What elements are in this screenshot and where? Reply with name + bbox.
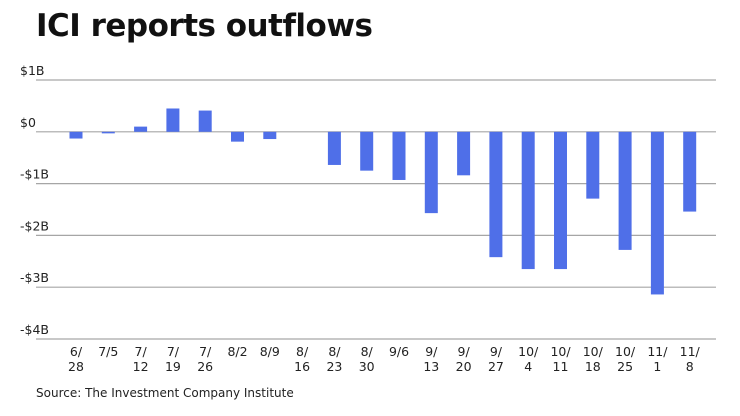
bar xyxy=(69,131,83,139)
x-tick-label: 9/6 xyxy=(389,344,409,359)
bar xyxy=(586,131,600,199)
bar xyxy=(618,131,632,250)
x-tick-label: 12 xyxy=(133,359,149,374)
x-tick-label: 8/ xyxy=(328,344,341,359)
x-tick-label: 11 xyxy=(553,359,569,374)
x-tick-label: 19 xyxy=(165,359,181,374)
y-tick-label: $1B xyxy=(20,63,44,78)
bar xyxy=(683,131,697,212)
bar xyxy=(392,131,406,180)
x-tick-label: 7/ xyxy=(199,344,212,359)
x-tick-label: 11/ xyxy=(680,344,701,359)
x-tick-label: 9/ xyxy=(458,344,471,359)
y-tick-label: -$1B xyxy=(20,167,49,182)
x-tick-label: 10/ xyxy=(518,344,539,359)
bar xyxy=(424,131,438,214)
x-tick-label: 16 xyxy=(294,359,310,374)
bar xyxy=(521,131,535,270)
x-tick-label: 25 xyxy=(617,359,633,374)
x-tick-label: 8/9 xyxy=(260,344,280,359)
x-tick-label: 8/ xyxy=(296,344,309,359)
x-tick-label: 26 xyxy=(197,359,213,374)
x-tick-label: 30 xyxy=(359,359,375,374)
x-axis-labels: 6/287/5 7/127/197/268/2 8/9 8/168/238/309/6… xyxy=(68,344,700,374)
x-tick-label: 10/ xyxy=(583,344,604,359)
bar xyxy=(231,131,244,142)
chart-title: ICI reports outflows xyxy=(36,8,373,44)
x-tick-label: 10/ xyxy=(615,344,636,359)
bar xyxy=(457,131,471,176)
x-tick-label: 9/ xyxy=(425,344,438,359)
x-tick-label: 9/ xyxy=(490,344,503,359)
x-tick-label: 27 xyxy=(488,359,504,374)
x-tick-label: 7/ xyxy=(167,344,180,359)
bars xyxy=(69,108,697,295)
x-tick-label: 6/ xyxy=(70,344,83,359)
x-tick-label: 4 xyxy=(524,359,532,374)
x-tick-label: 10/ xyxy=(550,344,571,359)
x-tick-label: 1 xyxy=(653,359,661,374)
x-tick-label: 8/ xyxy=(361,344,374,359)
bar xyxy=(101,131,115,134)
y-axis-labels: $1B $0 -$1B -$2B -$3B -$4B xyxy=(20,63,49,337)
x-tick-label: 8 xyxy=(686,359,694,374)
bar xyxy=(554,131,567,270)
x-tick-label: 8/2 xyxy=(227,344,247,359)
x-tick-label: 7/5 xyxy=(98,344,118,359)
y-tick-label: $0 xyxy=(20,115,36,130)
x-tick-label: 28 xyxy=(68,359,84,374)
gridlines xyxy=(36,79,716,340)
x-tick-label: 13 xyxy=(423,359,439,374)
bar xyxy=(134,126,148,132)
x-tick-label: 23 xyxy=(326,359,342,374)
x-tick-label: 11/ xyxy=(647,344,668,359)
bar xyxy=(166,108,180,132)
bar xyxy=(650,131,664,295)
y-tick-label: -$4B xyxy=(20,322,49,337)
bar xyxy=(198,110,212,132)
y-tick-label: -$2B xyxy=(20,218,49,233)
x-tick-label: 20 xyxy=(456,359,472,374)
x-tick-label: 18 xyxy=(585,359,601,374)
bar xyxy=(327,131,341,165)
x-tick-label: 7/ xyxy=(135,344,148,359)
source-note: Source: The Investment Company Institute xyxy=(36,386,294,400)
y-tick-label: -$3B xyxy=(20,270,49,285)
bar xyxy=(263,131,277,140)
bar xyxy=(360,131,374,171)
bar xyxy=(489,131,503,258)
